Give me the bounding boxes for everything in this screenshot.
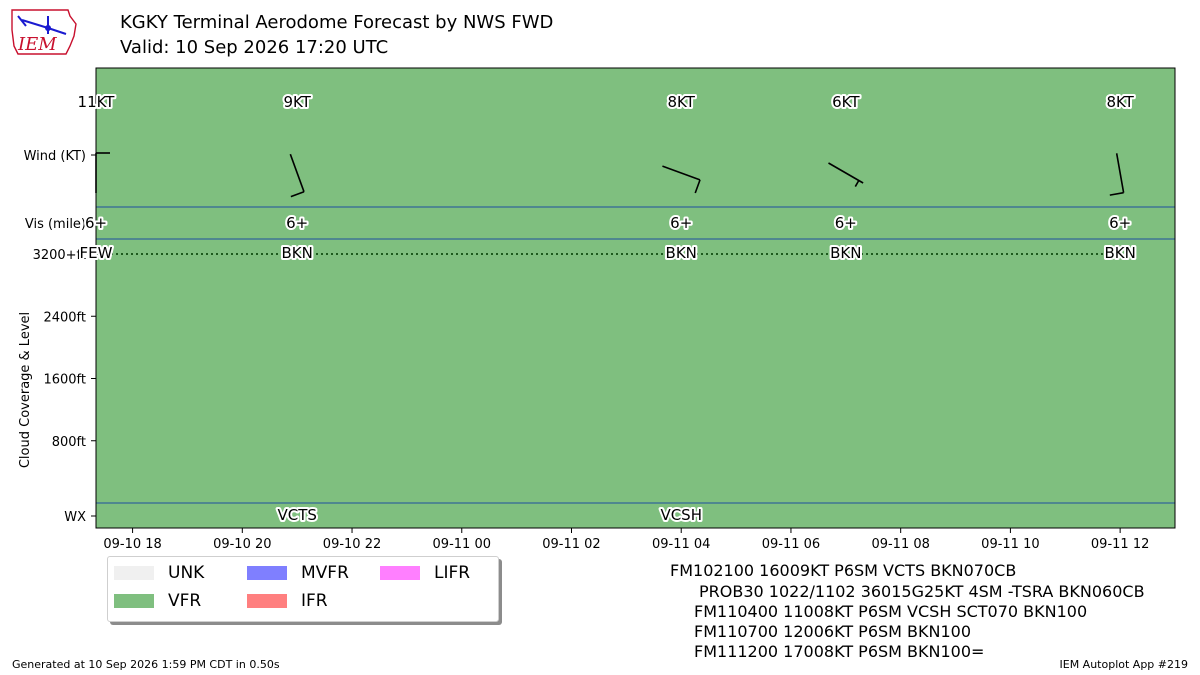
wind-speed-label: 8KT — [668, 93, 696, 111]
sky-coverage-label: BKN — [830, 244, 861, 262]
wind-barb-flag — [1109, 191, 1124, 196]
generated-timestamp: Generated at 10 Sep 2026 1:59 PM CDT in … — [12, 658, 280, 671]
visibility-label-halo: 6+ — [1109, 214, 1131, 232]
wind-speed-label: 6KT — [832, 93, 860, 111]
y-tick-label: 800ft — [52, 435, 86, 450]
visibility-label-halo: 6+ — [85, 214, 107, 232]
wind-barb-flag — [854, 180, 860, 187]
sky-coverage-label-halo: BKN — [281, 244, 312, 262]
legend-label-unk: UNK — [168, 563, 205, 583]
sky-coverage-label: BKN — [281, 244, 312, 262]
wind-speed-label-halo: 9KT — [283, 93, 311, 111]
legend-item-ifr: IFR — [247, 591, 328, 611]
visibility-label: 6+ — [286, 214, 308, 232]
y-tick-label: 3200+ft — [33, 248, 86, 263]
visibility-label: 6+ — [670, 214, 692, 232]
wind-row-label: Wind (KT) — [24, 149, 86, 164]
wind-speed-label-halo: 8KT — [668, 93, 696, 111]
legend-label-lifr: LIFR — [434, 563, 471, 583]
weather-label-halo: VCSH — [660, 506, 702, 524]
wind-barb-flag — [694, 179, 701, 194]
wind-speed-label: 8KT — [1106, 93, 1134, 111]
chart-subtitle: Valid: 10 Sep 2026 17:20 UTC — [120, 37, 389, 58]
taf-line-2: PROB30 1022/1102 36015G25KT 4SM -TSRA BK… — [699, 582, 1145, 601]
wind-barb-shaft — [662, 165, 701, 181]
wind-speed-label-halo: 11KT — [78, 93, 116, 111]
x-tick-label: 09-11 02 — [542, 537, 600, 552]
forecast-marks: 11KT11KT6+6+FEWFEW9KT9KT6+6+BKNBKNVCTSVC… — [76, 91, 1138, 526]
legend-item-lifr: LIFR — [380, 563, 470, 583]
weather-label: VCSH — [660, 506, 702, 524]
visibility-label: 6+ — [85, 214, 107, 232]
visibility-label-halo: 6+ — [670, 214, 692, 232]
x-tick-label: 09-11 08 — [871, 537, 929, 552]
wind-speed-label-halo: 8KT — [1106, 93, 1134, 111]
taf-chart: Wind (KT) Vis (mile) WX Cloud Coverage &… — [18, 67, 1176, 552]
wind-speed-label: 9KT — [283, 93, 311, 111]
taf-line-4: FM110700 12006KT P6SM BKN100 — [694, 622, 972, 641]
sky-coverage-label-halo: BKN — [1104, 244, 1135, 262]
wind-barb-shaft — [828, 162, 864, 184]
sky-coverage-label-halo: BKN — [666, 244, 697, 262]
sky-coverage-label: BKN — [666, 244, 697, 262]
wind-barb-shaft — [1115, 153, 1125, 193]
y-tick-label: 1600ft — [43, 373, 86, 388]
taf-line-3: FM110400 11008KT P6SM VCSH SCT070 BKN100 — [694, 602, 1088, 621]
cloud-level-ticks: 800ft 1600ft 2400ft 3200+ft — [33, 248, 96, 450]
visibility-label-halo: 6+ — [286, 214, 308, 232]
weather-label-halo: VCTS — [277, 506, 316, 524]
plot-frame — [95, 67, 1176, 529]
x-tick-label: 09-10 18 — [103, 537, 161, 552]
x-tick-label: 09-10 20 — [213, 537, 271, 552]
vis-row-label: Vis (mile) — [25, 217, 86, 232]
wind-speed-label: 11KT — [78, 93, 116, 111]
legend-label-vfr: VFR — [168, 591, 202, 611]
wind-speed-label-halo: 6KT — [832, 93, 860, 111]
visibility-label-halo: 6+ — [835, 214, 857, 232]
x-tick-label: 09-11 06 — [762, 537, 820, 552]
taf-line-5: FM111200 17008KT P6SM BKN100= — [694, 642, 985, 661]
x-tick-label: 09-11 00 — [433, 537, 491, 552]
legend-label-ifr: IFR — [301, 591, 328, 611]
x-tick-label: 09-10 22 — [323, 537, 381, 552]
x-tick-label: 09-11 10 — [981, 537, 1039, 552]
legend-swatch-vfr — [114, 594, 154, 608]
legend: UNK VFR MVFR IFR LIFR — [107, 556, 499, 622]
legend-label-mvfr: MVFR — [301, 563, 349, 583]
legend-swatch-unk — [114, 566, 154, 580]
sky-coverage-label-halo: FEW — [80, 244, 113, 262]
sky-coverage-label: FEW — [80, 244, 113, 262]
wx-row-label: WX — [64, 510, 86, 525]
vfr-background — [96, 68, 1175, 528]
weather-label: VCTS — [277, 506, 316, 524]
app-credit: IEM Autoplot App #219 — [1059, 658, 1189, 671]
wind-barb-shaft — [289, 153, 305, 193]
legend-swatch-mvfr — [247, 566, 287, 580]
iem-logo: IEM — [11, 9, 77, 55]
x-tick-label: 09-11 12 — [1091, 537, 1149, 552]
visibility-label: 6+ — [835, 214, 857, 232]
legend-item-unk: UNK — [114, 563, 204, 583]
chart-title: KGKY Terminal Aerodome Forecast by NWS F… — [120, 12, 554, 33]
sky-coverage-label: BKN — [1104, 244, 1135, 262]
time-axis-ticks: 09-10 18 09-10 20 09-10 22 09-11 00 09-11 02… — [103, 528, 1149, 552]
sky-coverage-label-halo: BKN — [830, 244, 861, 262]
legend-item-mvfr: MVFR — [247, 563, 349, 583]
x-tick-label: 09-11 04 — [652, 537, 710, 552]
legend-swatch-ifr — [247, 594, 287, 608]
taf-line-1: FM102100 16009KT P6SM VCTS BKN070CB — [670, 561, 1017, 580]
legend-item-vfr: VFR — [114, 591, 201, 611]
wind-barb-flag — [290, 191, 305, 198]
y-axis-label: Cloud Coverage & Level — [18, 312, 33, 468]
y-tick-label: 2400ft — [43, 310, 86, 325]
logo-text: IEM — [17, 34, 57, 55]
visibility-label: 6+ — [1109, 214, 1131, 232]
legend-swatch-lifr — [380, 566, 420, 580]
